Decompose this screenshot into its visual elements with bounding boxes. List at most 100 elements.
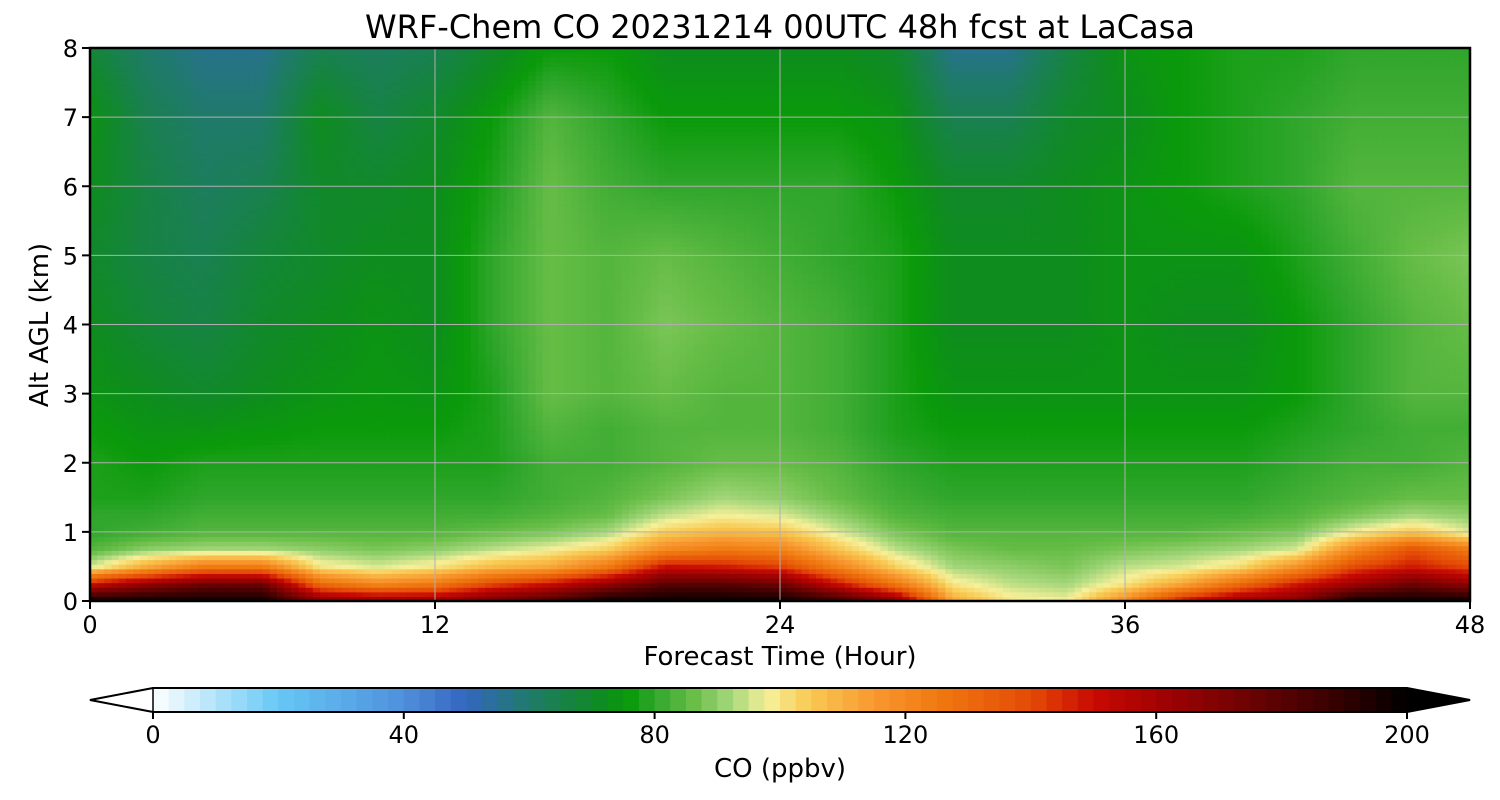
heatmap-cell [190, 283, 199, 289]
heatmap-cell [320, 435, 328, 441]
heatmap-cell [111, 591, 120, 597]
heatmap-cell [226, 112, 235, 118]
heatmap-cell [248, 402, 256, 409]
heatmap-cell [355, 453, 364, 459]
heatmap-cell [355, 246, 364, 252]
heatmap-cell [370, 315, 379, 321]
heatmap-cell [269, 329, 278, 335]
heatmap-cell [147, 554, 156, 561]
heatmap-cell [370, 172, 379, 178]
heatmap-cell [262, 564, 271, 570]
heatmap-cell [183, 98, 192, 104]
heatmap-cell [226, 218, 235, 224]
heatmap-cell [104, 158, 113, 164]
heatmap-cell [255, 209, 264, 215]
heatmap-cell [370, 352, 379, 358]
heatmap-cell [147, 190, 156, 197]
heatmap-cell [133, 186, 141, 192]
heatmap-cell [348, 306, 357, 312]
heatmap-cell [255, 425, 264, 432]
heatmap-cell [226, 200, 235, 206]
heatmap-cell [197, 71, 206, 77]
heatmap-cell [298, 508, 307, 515]
heatmap-cell [269, 545, 278, 551]
heatmap-cell [276, 393, 285, 399]
heatmap-cell [348, 430, 357, 436]
heatmap-cell [233, 103, 242, 109]
heatmap-cell [327, 48, 335, 54]
heatmap-cell [161, 153, 170, 160]
heatmap-cell [255, 177, 264, 183]
heatmap-cell [370, 301, 379, 307]
heatmap-cell [125, 448, 134, 455]
heatmap-cell [233, 204, 242, 210]
heatmap-cell [341, 591, 350, 597]
heatmap-cell [312, 255, 321, 261]
heatmap-cell [104, 89, 113, 95]
heatmap-cell [125, 439, 134, 445]
heatmap-cell [377, 467, 386, 473]
heatmap-cell [154, 167, 163, 174]
heatmap-cell [363, 287, 371, 293]
heatmap-cell [133, 213, 141, 220]
heatmap-cell [298, 158, 307, 164]
heatmap-cell [305, 71, 314, 77]
heatmap-cell [154, 126, 163, 132]
heatmap-cell [197, 573, 206, 579]
heatmap-cell [262, 57, 271, 63]
heatmap-cell [97, 402, 105, 409]
heatmap-cell [205, 52, 213, 58]
heatmap-cell [111, 416, 120, 422]
heatmap-cell [377, 52, 386, 58]
heatmap-cell [197, 177, 206, 183]
heatmap-cell [147, 568, 156, 574]
heatmap-cell [320, 52, 328, 58]
heatmap-cell [355, 140, 364, 146]
heatmap-cell [348, 283, 357, 289]
heatmap-cell [161, 329, 170, 335]
heatmap-cell [226, 481, 235, 487]
heatmap-cell [233, 462, 242, 468]
heatmap-cell [197, 402, 206, 409]
heatmap-cell [327, 98, 335, 104]
heatmap-cell [276, 430, 285, 436]
heatmap-cell [305, 379, 314, 386]
heatmap-cell [219, 471, 228, 478]
heatmap-cell [276, 306, 285, 312]
heatmap-cell [111, 347, 120, 353]
heatmap-cell [161, 246, 170, 252]
heatmap-cell [384, 407, 393, 413]
heatmap-cell [327, 117, 335, 123]
heatmap-cell [226, 439, 235, 445]
heatmap-cell [312, 421, 321, 427]
heatmap-cell [262, 356, 271, 362]
heatmap-cell [363, 481, 371, 487]
heatmap-cell [240, 402, 249, 409]
heatmap-cell [370, 232, 379, 238]
heatmap-cell [190, 273, 199, 280]
heatmap-cell [269, 522, 278, 528]
heatmap-cell [90, 319, 98, 326]
heatmap-cell [125, 117, 134, 123]
heatmap-cell [118, 61, 127, 68]
heatmap-cell [262, 338, 271, 344]
heatmap-cell [161, 375, 170, 381]
heatmap-cell [212, 342, 220, 349]
heatmap-cell [219, 467, 228, 473]
heatmap-cell [226, 550, 235, 556]
heatmap-cell [219, 204, 228, 210]
heatmap-cell [276, 319, 285, 326]
heatmap-cell [219, 462, 228, 468]
heatmap-cell [169, 301, 177, 307]
heatmap-cell [111, 181, 120, 187]
heatmap-cell [355, 393, 364, 399]
heatmap-cell [262, 591, 271, 597]
heatmap-cell [327, 153, 335, 160]
heatmap-cell [240, 554, 249, 561]
heatmap-cell [276, 338, 285, 344]
heatmap-cell [312, 389, 321, 395]
heatmap-cell [133, 121, 141, 127]
heatmap-cell [154, 177, 163, 183]
heatmap-cell [226, 89, 235, 95]
heatmap-cell [169, 315, 177, 321]
